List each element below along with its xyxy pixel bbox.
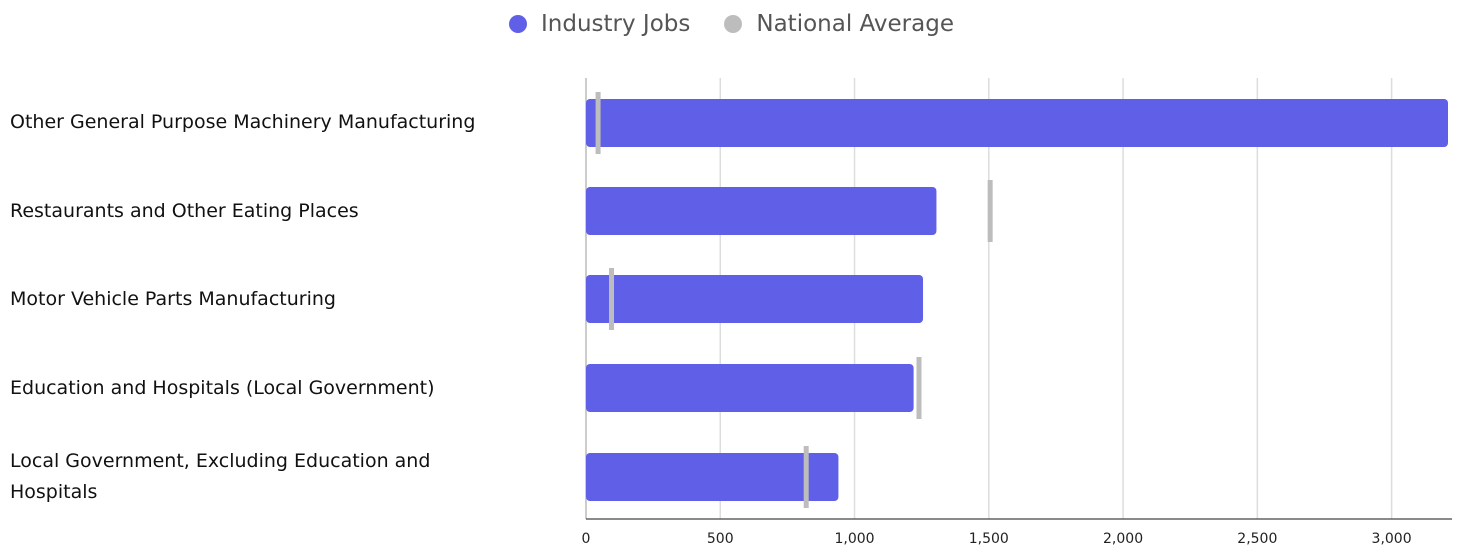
legend-item-industry-jobs[interactable]: Industry Jobs	[509, 11, 690, 37]
national-average-marker	[916, 357, 922, 419]
x-tick-label: 0	[582, 531, 591, 547]
industry-jobs-bar	[586, 275, 924, 323]
x-tick-label: 1,000	[834, 531, 874, 547]
category-label: Restaurants and Other Eating Places	[10, 200, 359, 222]
category-label: Other General Purpose Machinery Manufact…	[10, 111, 476, 133]
x-tick-label: 2,500	[1237, 531, 1277, 547]
x-tick-label: 1,500	[969, 531, 1009, 547]
legend-label-national-average: National Average	[756, 11, 954, 37]
national-average-marker	[609, 268, 615, 330]
legend-swatch-industry-jobs	[509, 15, 528, 33]
industry-jobs-bar	[586, 99, 1448, 147]
category-label: Motor Vehicle Parts Manufacturing	[10, 288, 336, 310]
industry-jobs-bar	[586, 453, 839, 501]
legend-swatch-national-average	[724, 15, 743, 33]
x-tick-label: 3,000	[1372, 531, 1412, 547]
chart-legend: Industry Jobs National Average	[0, 6, 1463, 42]
industry-jobs-bar	[586, 364, 914, 412]
category-label: Local Government, Excluding Education an…	[10, 450, 431, 503]
legend-label-industry-jobs: Industry Jobs	[541, 11, 691, 37]
national-average-marker	[595, 92, 601, 154]
national-average-marker	[803, 446, 809, 508]
x-tick-label: 2,000	[1103, 531, 1143, 547]
x-tick-label: 500	[707, 531, 734, 547]
category-label: Education and Hospitals (Local Governmen…	[10, 377, 435, 399]
industry-jobs-bar	[586, 187, 937, 235]
legend-item-national-average[interactable]: National Average	[724, 11, 954, 37]
national-average-marker	[987, 180, 993, 242]
